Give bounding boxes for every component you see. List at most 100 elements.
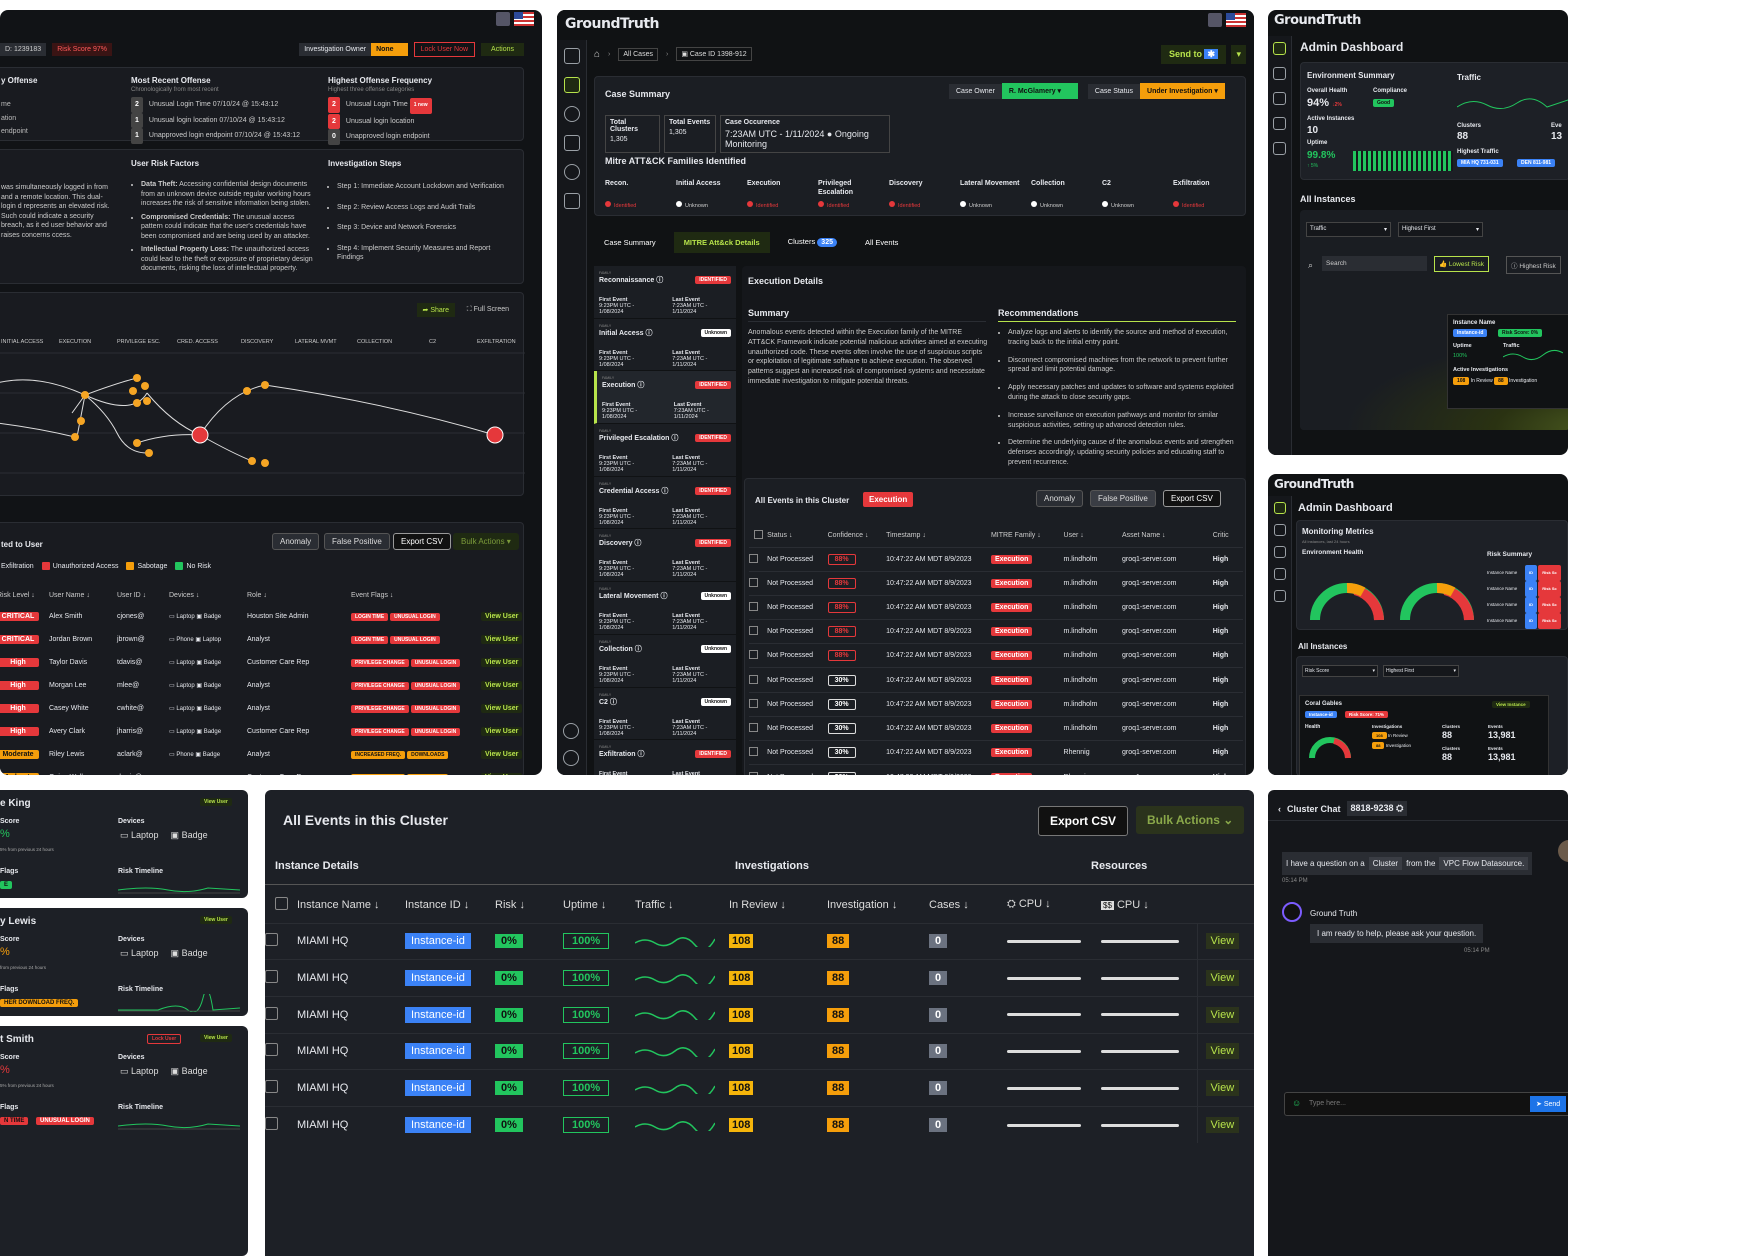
cases-icon[interactable] [1273,67,1286,80]
bulk-actions-button[interactable]: Bulk Actions ▾ [453,533,519,550]
help-icon[interactable] [563,750,579,766]
order-filter[interactable]: Highest First ▾ [1398,222,1483,237]
mitre-side-item[interactable]: FAMILY Credential Access ⓘ IDENTIFIED Fi… [594,477,736,530]
table-row[interactable]: High Morgan Lee mlee@ ▭ Laptop ▣ Badge An… [0,674,525,697]
table-row[interactable]: Moderate Riley Lewis aclark@ ▭ Phone ▣ Ba… [0,743,525,766]
dashboard-icon[interactable] [563,48,580,64]
column-header[interactable]: MITRE Family ↓ [990,532,1041,540]
column-header[interactable]: Instance Name ↓ [297,898,380,911]
mitre-side-item[interactable]: FAMILY Lateral Movement ⓘ Unknown First … [594,582,736,635]
table-row[interactable]: High Avery Clark jharris@ ▭ Laptop ▣ Badg… [0,720,525,743]
row-checkbox[interactable] [265,1006,278,1020]
row-checkbox[interactable] [749,577,758,587]
bulk-actions-button[interactable]: Bulk Actions ⌄ [1136,806,1245,834]
column-header[interactable]: ⛭ CPU ↓ [1007,898,1051,911]
table-row[interactable]: CRITICAL Jordan Brown jbrown@ ▭ Phone ▣ L… [0,628,525,651]
view-user-button[interactable]: View User [481,704,523,713]
table-row[interactable]: MIAMI HQ Instance-id 0% 100% 108 88 0 Vi… [265,959,1254,997]
actions-button[interactable]: Actions [481,42,524,56]
row-checkbox[interactable] [749,601,758,611]
tab-3[interactable]: All Events [855,232,908,253]
view-user-button[interactable]: View User [200,916,232,924]
lock-user-button[interactable]: Lock User Now [413,41,476,57]
view-user-button[interactable]: View User [200,798,232,806]
anomaly-button[interactable]: Anomaly [272,533,320,550]
users-icon[interactable] [1273,590,1286,602]
column-header[interactable]: Uptime ↓ [563,898,607,911]
risk-filter-checkbox[interactable]: Sabotage [126,562,167,570]
column-header[interactable]: In Review ↓ [729,898,786,911]
back-icon[interactable]: ‹ [1278,803,1281,814]
rocket-icon[interactable] [1273,568,1286,580]
users-icon[interactable] [1273,142,1286,155]
owner-select[interactable]: None [371,42,408,56]
mitre-family[interactable]: Initial Access Unknown [676,179,747,209]
emoji-icon[interactable]: ☺ [1292,1098,1302,1108]
column-header[interactable]: User Name ↓ [49,591,90,599]
table-row[interactable]: MIAMI HQ Instance-id 0% 100% 108 88 0 Vi… [265,1069,1254,1107]
traffic-filter[interactable]: Traffic ▾ [1306,222,1391,237]
view-user-button[interactable]: View User [481,727,523,736]
view-button[interactable]: View [1205,1117,1240,1134]
send-to-button[interactable]: Send to ✱ [1160,45,1226,64]
view-user-button[interactable]: View User [200,1034,232,1042]
table-row[interactable]: Not Processed 30% 10:47:22 AM MDT 8/9/20… [749,692,1243,716]
risk-filter-checkbox[interactable]: Exfiltration [1,563,34,570]
tab-2[interactable]: Clusters 325 [778,231,847,253]
mitre-family[interactable]: Collection Unknown [1031,179,1102,209]
table-row[interactable]: High Casey White cwhite@ ▭ Laptop ▣ Badge… [0,697,525,720]
column-header[interactable]: Confidence ↓ [827,532,869,540]
false-positive-button[interactable]: False Positive [324,533,390,550]
mitre-side-item[interactable]: FAMILY Exfiltration ⓘ IDENTIFIED First E… [594,740,736,775]
view-user-button[interactable]: View User [481,658,523,667]
cases-icon[interactable] [1273,524,1286,536]
column-header[interactable]: Traffic ↓ [635,898,674,911]
lowest-risk-button[interactable]: 👍 Lowest Risk [1434,256,1489,272]
column-header[interactable]: Status ↓ [767,532,793,540]
table-row[interactable]: Not Processed 88% 10:47:22 AM MDT 8/9/20… [749,619,1243,644]
send-button[interactable]: ➤ Send [1530,1096,1567,1112]
column-header[interactable]: Role ↓ [247,591,267,599]
mitre-side-item[interactable]: FAMILY C2 ⓘ Unknown First Event 9:23PM UT… [594,688,736,741]
mitre-family[interactable]: Execution Identified [747,179,818,209]
false-positive-button[interactable]: False Positive [1090,490,1156,507]
view-button[interactable]: View [1205,1043,1240,1060]
column-header[interactable]: Risk ↓ [495,898,525,911]
copy-icon[interactable] [563,193,580,209]
row-checkbox[interactable] [265,970,278,984]
table-row[interactable]: MIAMI HQ Instance-id 0% 100% 108 88 0 Vi… [265,996,1254,1034]
mitre-family[interactable]: Recon. Identified [605,179,676,209]
mitre-family[interactable]: Discovery Identified [889,179,960,209]
row-checkbox[interactable] [749,674,758,684]
chat-input[interactable]: ☺ Type here... ➤ Send [1284,1092,1568,1116]
column-header[interactable]: Investigation ↓ [827,898,898,911]
row-checkbox[interactable] [265,1080,278,1094]
mitre-side-item[interactable]: FAMILY Discovery ⓘ IDENTIFIED First Even… [594,529,736,583]
column-header[interactable]: Instance ID ↓ [405,898,470,911]
column-header[interactable]: Devices ↓ [169,591,200,599]
risk-score-filter[interactable]: Risk Score ▾ [1302,665,1378,677]
view-button[interactable]: View [1205,970,1240,987]
mitre-family[interactable]: Exfiltration Identified [1173,179,1244,209]
column-header[interactable]: Asset Name ↓ [1121,532,1166,540]
row-checkbox[interactable] [265,933,278,947]
view-button[interactable]: View [1205,1006,1240,1023]
mitre-side-item[interactable]: FAMILY Reconnaissance ⓘ IDENTIFIED First… [594,266,736,319]
row-checkbox[interactable] [749,771,758,775]
anomaly-button[interactable]: Anomaly [1036,490,1084,507]
risk-filter-checkbox[interactable]: Unauthorized Access [41,562,118,570]
graph-icon[interactable] [563,135,580,151]
column-header[interactable]: Event Flags ↓ [351,591,394,599]
column-header[interactable]: Timestamp ↓ [886,532,926,540]
table-row[interactable]: Not Processed 30% 10:47:22 AM MDT 8/9/20… [749,740,1243,765]
tab-0[interactable]: Case Summary [594,232,666,253]
mitre-side-item[interactable]: FAMILY Execution ⓘ IDENTIFIED First Even… [594,371,736,425]
view-instance-button[interactable]: View Instance [1492,701,1530,708]
send-dropdown-button[interactable]: ▾ [1231,45,1246,64]
table-row[interactable]: Not Processed 30% 10:47:22 AM MDT 8/9/20… [749,667,1243,692]
table-row[interactable]: Not Processed 88% 10:47:22 AM MDT 8/9/20… [749,643,1243,668]
mitre-family[interactable]: Lateral Movement Unknown [960,179,1031,209]
dashboard-icon[interactable] [1273,502,1286,514]
share-button[interactable]: ➦ Share [416,303,455,317]
table-row[interactable]: MIAMI HQ Instance-id 0% 100% 108 88 0 Vi… [265,923,1254,960]
